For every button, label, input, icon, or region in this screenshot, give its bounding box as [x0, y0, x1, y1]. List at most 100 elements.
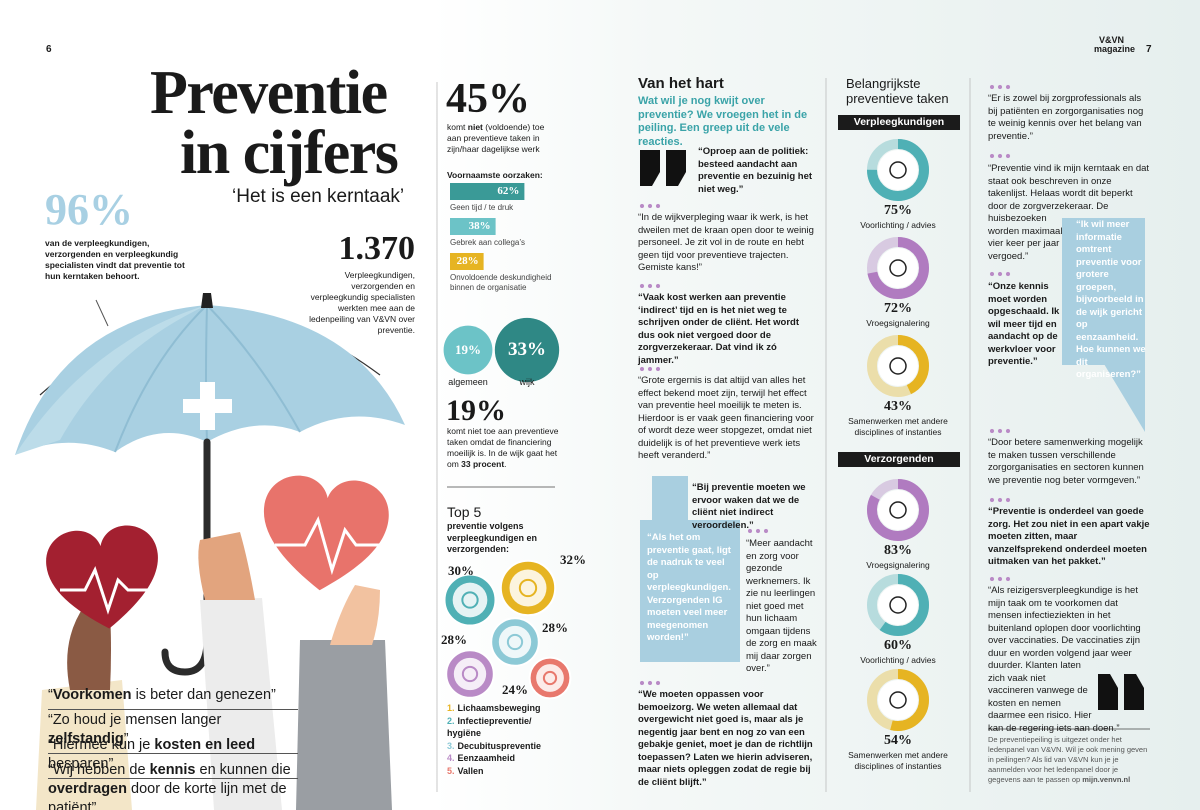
bold-text: niet: [467, 122, 483, 132]
text: De preventiepeiling is uitgezet onder he…: [988, 735, 1148, 784]
tasks-title: Belangrijkste preventieve taken: [846, 76, 949, 106]
speech-bubble: [1062, 218, 1145, 365]
task-value: 75%: [884, 203, 912, 218]
top5-item: 4. Eenzaamheid: [447, 752, 567, 765]
top5-item: 5. Vallen: [447, 765, 567, 778]
separator: [638, 283, 662, 289]
quote: “We moeten oppassen voor bemoeizorg. We …: [638, 689, 813, 788]
top5-rank: 4.: [447, 753, 455, 763]
quote: “Door betere samenwerking mogelijk te ma…: [988, 437, 1144, 486]
masthead-line: magazine: [1094, 44, 1136, 54]
stat-19-text: komt niet toe aan preventieve taken omda…: [447, 426, 559, 470]
quote: “Preventie is onderdeel van goede zorg. …: [988, 506, 1150, 567]
text: ”: [123, 731, 129, 747]
top5-value: 28%: [542, 620, 568, 635]
footer-note: De preventiepeiling is uitgezet onder he…: [988, 735, 1150, 785]
text: “Hiermee kun je: [48, 737, 155, 753]
slogan: “Hiermee kun je kosten en leed besparen”: [48, 736, 298, 779]
task-ring-inner: [878, 490, 918, 530]
task-ring-inner: [878, 680, 918, 720]
speech-bubble-tail: [1104, 364, 1145, 432]
top5-icon: [506, 633, 524, 651]
quote: “Er is zowel bij zorgprofessionals als b…: [988, 93, 1144, 142]
task-ring: [867, 237, 929, 299]
slogan: “Voorkomen is beter dan genezen”: [48, 686, 298, 710]
separator: [988, 576, 1012, 582]
split-text: algemeen: [448, 377, 488, 387]
quote-block: “Als reizigersverpleegkundige is het mij…: [988, 585, 1150, 735]
task-ring: [867, 139, 929, 201]
bold-text: kennis: [149, 762, 196, 778]
top5-ring-inner: [452, 582, 488, 618]
top5-name: Lichaamsbeweging: [457, 703, 541, 713]
top5-icon: [461, 591, 479, 609]
text: besparen”: [48, 756, 114, 772]
task-text: Voorlichting / advies: [860, 655, 936, 665]
task-ring: [867, 669, 929, 731]
top5-value: 30%: [448, 563, 474, 578]
bold-text: overdragen: [48, 781, 127, 797]
task-ring-inner: [878, 346, 918, 386]
task-value: 43%: [884, 399, 912, 414]
stat-96-text: van de verpleegkundigen, verzorgenden en…: [45, 238, 185, 281]
stat-96: 96%: [45, 185, 133, 234]
separator: [638, 366, 662, 372]
bold-text: 33 procent: [461, 459, 505, 469]
top5-item: 2. Infectiepreventie/ hygiëne: [447, 715, 567, 740]
top5-subtitle: preventie volgens verpleegkundigen en ve…: [447, 521, 538, 554]
task-value: 72%: [884, 301, 912, 316]
separator: [638, 203, 662, 209]
text: door de korte lijn met de patiënt”: [48, 781, 287, 810]
text: “Zo houd je mensen langer: [48, 712, 222, 728]
text: en kunnen die: [195, 762, 291, 778]
task-value: 54%: [884, 733, 912, 748]
pointer: [95, 299, 109, 327]
top5-icon: [518, 578, 538, 598]
top5-rank: 3.: [447, 740, 455, 751]
bubble-quote: “Bij preventie moeten we ervoor waken da…: [692, 482, 806, 531]
cause-label: 62%: [497, 185, 520, 197]
masthead: V&VN magazine: [1094, 35, 1136, 54]
top5-value: 28%: [441, 632, 467, 647]
bubble-text: “Ik wil meer informatie omtrent preventi…: [1076, 219, 1146, 380]
cause-text: Gebrek aan collega’s: [450, 238, 526, 247]
text: is beter dan genezen”: [131, 687, 276, 703]
task-icon: [889, 691, 907, 709]
causes-title: Voornaamste oorzaken:: [447, 170, 543, 180]
subtitle: ‘Het is een kerntaak’: [232, 186, 405, 207]
split-circle: [443, 325, 493, 375]
top5-item: 3. Decubituspreventie: [447, 740, 567, 753]
section-title: Van het hart: [638, 75, 724, 92]
page-number: 6: [46, 44, 52, 55]
task-value: 60%: [884, 638, 912, 653]
masthead-line: V&VN: [1098, 35, 1124, 45]
top5-value: 24%: [502, 682, 528, 697]
task-text: Vroegsignalering: [866, 560, 930, 570]
task-ring: [867, 479, 929, 541]
separator: [988, 428, 1012, 434]
bold-text: kosten en leed: [154, 737, 256, 753]
quote: “Grote ergernis is dat altijd van alles …: [638, 375, 814, 461]
top5-ring-inner: [498, 625, 532, 659]
top5-ring-inner: [536, 664, 564, 692]
task-value: 83%: [884, 543, 912, 558]
separator: [988, 271, 1012, 277]
quote-block: “Ik wil meer informatie omtrent preventi…: [988, 153, 1150, 380]
stat-19: 19%: [446, 394, 506, 427]
title: Preventie: [150, 59, 388, 127]
split-text: wijk: [519, 377, 535, 387]
quote: “Onze kennis moet worden opgeschaald. Ik…: [988, 281, 1060, 367]
top5-rank: 2.: [447, 715, 455, 726]
separator: [988, 497, 1012, 503]
slogan: “Zo houd je mensen langer zelfstandig”: [48, 711, 298, 754]
separator: [638, 680, 662, 686]
quote-icon: [640, 150, 686, 186]
cause-label: 38%: [468, 220, 491, 232]
lead-quote: “Oproep aan de politiek: besteed aandach…: [698, 146, 813, 195]
split-label: 19%: [455, 342, 481, 357]
cause-bar: [450, 218, 496, 235]
task-ring: [867, 335, 929, 397]
top5-title: Top 5: [447, 504, 482, 520]
quote-icon: [1098, 674, 1144, 710]
